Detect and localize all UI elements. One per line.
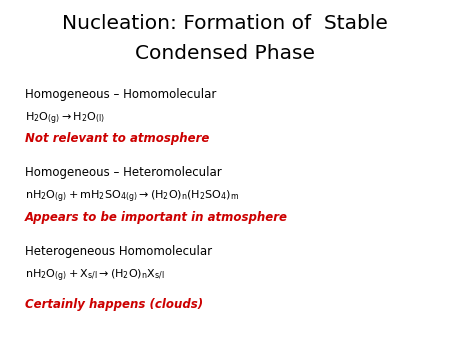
Text: Nucleation: Formation of  Stable: Nucleation: Formation of Stable (62, 14, 388, 32)
Text: Homogeneous – Homomolecular: Homogeneous – Homomolecular (25, 88, 216, 101)
Text: $\mathrm{nH_2O_{(g)} + mH_2SO_{4(g)} \rightarrow (H_2O)_n(H_2SO_4)_m}$: $\mathrm{nH_2O_{(g)} + mH_2SO_{4(g)} \ri… (25, 189, 239, 205)
Text: Not relevant to atmosphere: Not relevant to atmosphere (25, 132, 209, 145)
Text: Heterogeneous Homomolecular: Heterogeneous Homomolecular (25, 245, 212, 258)
Text: Certainly happens (clouds): Certainly happens (clouds) (25, 298, 203, 311)
Text: $\mathrm{nH_2O_{(g)} + X_{s/l} \rightarrow (H_2O)_nX_{s/l}}$: $\mathrm{nH_2O_{(g)} + X_{s/l} \rightarr… (25, 268, 164, 285)
Text: Condensed Phase: Condensed Phase (135, 44, 315, 63)
Text: $\mathrm{H_2O_{(g)} \rightarrow H_2O_{(l)}}$: $\mathrm{H_2O_{(g)} \rightarrow H_2O_{(l… (25, 111, 104, 127)
Text: Homogeneous – Heteromolecular: Homogeneous – Heteromolecular (25, 166, 221, 178)
Text: Appears to be important in atmosphere: Appears to be important in atmosphere (25, 211, 288, 224)
